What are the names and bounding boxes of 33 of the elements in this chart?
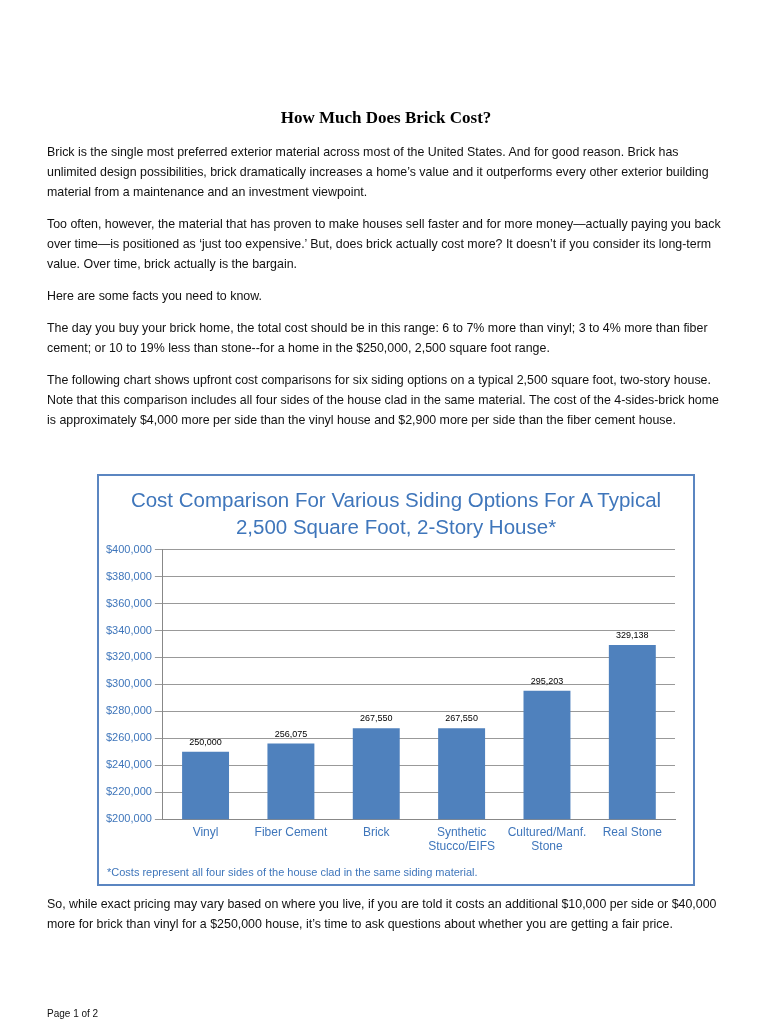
data-label: 267,550	[359, 713, 393, 724]
data-label: 250,000	[189, 736, 222, 747]
data-label: 256,075	[274, 728, 308, 739]
y-tick-label: $200,000	[105, 812, 152, 825]
y-tick-label: $400,000	[105, 542, 152, 555]
text: Brick is the single most preferred exterior material across most of the United States. And for good reason. Brick has unlimited design possibilities, brick dramatically increases a home’s value and it outperforms every other exterior building material from a maintenance and an investment viewpoint.	[47, 144, 710, 201]
x-tick-label: Cultured/Manf. Stone	[507, 824, 587, 854]
text: So, while exact pricing may vary based on where you live, if you are told it costs an additional $10,000 per side or $40,000 more for brick than vinyl for a $250,000 house, it’s time to ask questions about whether you are getting a fair price.	[47, 896, 718, 933]
y-tick-label: $240,000	[105, 758, 152, 771]
y-tick-label: $300,000	[105, 677, 152, 690]
text: *Costs represent all four sides of the house clad in the same siding material.	[107, 866, 478, 878]
text: Page 1 of 2	[47, 1007, 99, 1021]
y-tick-label: $220,000	[105, 785, 152, 798]
y-tick-label: $340,000	[105, 623, 152, 636]
y-tick-label: $320,000	[105, 650, 152, 663]
text: Here are some facts you need to know.	[47, 288, 263, 305]
text: Too often, however, the material that has proven to make houses sell faster and for more money—actually paying you back over time—is positioned as ‘just too expensive.’ But, does brick actually cost more? It doesn’t if you consider its long-term value. Over time, brick actually is the bargain.	[47, 216, 722, 273]
text: The following chart shows upfront cost comparisons for six siding options on a typical 2,500 square foot, two-story house. Note that this comparison includes all four sides of the house clad in the same material. The cost of the 4-sides-brick home is approximately $4,000 more per side than the vinyl house and $2,900 more per side than the fiber cement house.	[47, 372, 720, 429]
x-tick-label: Real Stone	[602, 824, 663, 839]
x-tick-label: Vinyl	[192, 824, 219, 839]
text: How Much Does Brick Cost?	[279, 108, 493, 128]
y-tick-label: $280,000	[105, 704, 152, 717]
y-tick-label: $360,000	[105, 596, 152, 609]
x-tick-label: Brick	[362, 824, 391, 839]
data-label: 329,138	[616, 630, 649, 641]
data-label: 267,550	[445, 713, 478, 724]
y-tick-label: $260,000	[105, 731, 152, 744]
text: The day you buy your brick home, the total cost should be in this range: 6 to 7% more than vinyl; 3 to 4% more than fiber cement; or 10 to 19% less than stone--for a home in the $250,000, 2,500 square foot range.	[47, 320, 709, 357]
chart-title: Cost Comparison For Various Siding Options For A Typical 2,500 Square Foot, 2-Story House*	[129, 487, 663, 540]
x-tick-label: Synthetic Stucco/EIFS	[428, 824, 495, 854]
data-label: 295,203	[530, 675, 564, 686]
x-tick-label: Fiber Cement	[254, 824, 328, 839]
y-tick-label: $380,000	[105, 569, 152, 582]
